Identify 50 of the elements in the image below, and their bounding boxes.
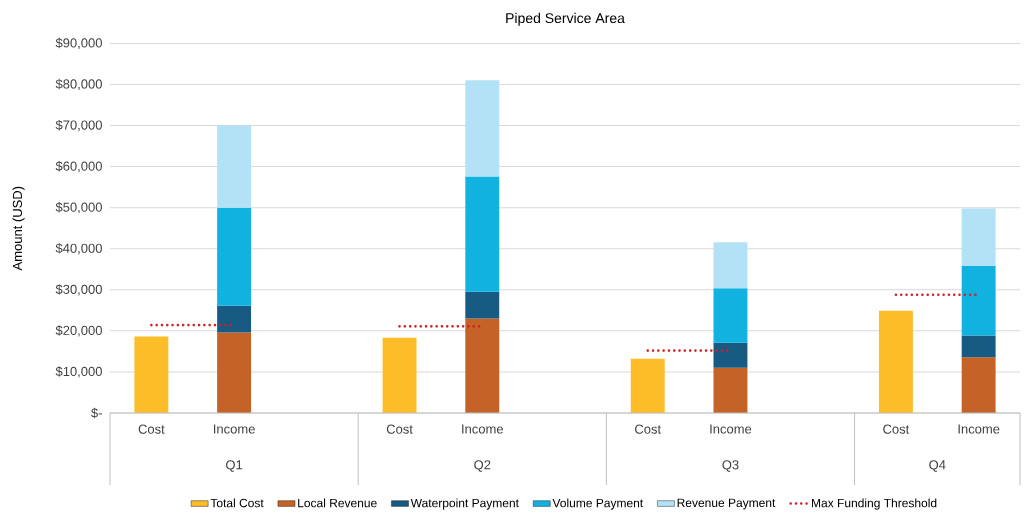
x-tick-label: Income xyxy=(958,424,1000,434)
bar xyxy=(465,80,500,177)
legend-label: Volume Payment xyxy=(552,498,644,510)
text: Q2 xyxy=(474,460,491,472)
bar xyxy=(217,207,252,306)
bar xyxy=(713,242,748,289)
x-tick-label: Cost xyxy=(635,424,661,434)
y-tick-label: $10,000 xyxy=(55,366,102,378)
text: Q1 xyxy=(226,460,243,472)
text: Q3 xyxy=(722,460,739,472)
bar xyxy=(961,335,996,358)
y-tick-label: $20,000 xyxy=(55,325,102,337)
y-tick-label: $60,000 xyxy=(55,160,102,173)
bar xyxy=(961,208,996,266)
bar xyxy=(713,367,748,413)
bar xyxy=(630,358,665,413)
x-tick-label: Cost xyxy=(386,424,413,434)
bar xyxy=(217,305,252,333)
bar xyxy=(713,288,748,343)
x-tick-label: Cost xyxy=(883,424,910,434)
legend-label: Waterpoint Payment xyxy=(410,498,519,510)
x-tick-label: Income xyxy=(462,424,504,434)
y-tick-label: $- xyxy=(91,407,102,419)
y-tick-label: $30,000 xyxy=(55,284,102,296)
y-axis-title: Amount (USD) xyxy=(12,186,25,271)
y-tick-label: $90,000 xyxy=(55,37,102,50)
bar xyxy=(878,310,913,413)
bar xyxy=(382,337,417,413)
bar xyxy=(713,342,748,368)
y-tick-label: $40,000 xyxy=(55,243,102,255)
bar xyxy=(217,332,252,413)
bar xyxy=(465,176,500,292)
x-tick-label: Income xyxy=(213,424,255,434)
y-tick-label: $70,000 xyxy=(55,119,102,132)
bar xyxy=(961,357,996,413)
bar xyxy=(134,336,169,413)
legend-label: Total Cost xyxy=(210,498,264,508)
y-tick-label: $50,000 xyxy=(55,202,102,214)
x-tick-label: Cost xyxy=(138,424,165,434)
bar xyxy=(465,318,500,413)
bar xyxy=(465,291,500,319)
bar xyxy=(217,125,252,208)
text: Q4 xyxy=(929,460,946,472)
legend-label: Max Funding Threshold xyxy=(812,498,937,510)
legend-label: Revenue Payment xyxy=(677,498,776,510)
legend-label: Local Revenue xyxy=(298,498,377,508)
bar xyxy=(961,265,996,336)
chart-title: Piped Service Area xyxy=(506,12,625,26)
y-tick-label: $80,000 xyxy=(55,78,102,91)
x-tick-label: Income xyxy=(710,424,752,434)
